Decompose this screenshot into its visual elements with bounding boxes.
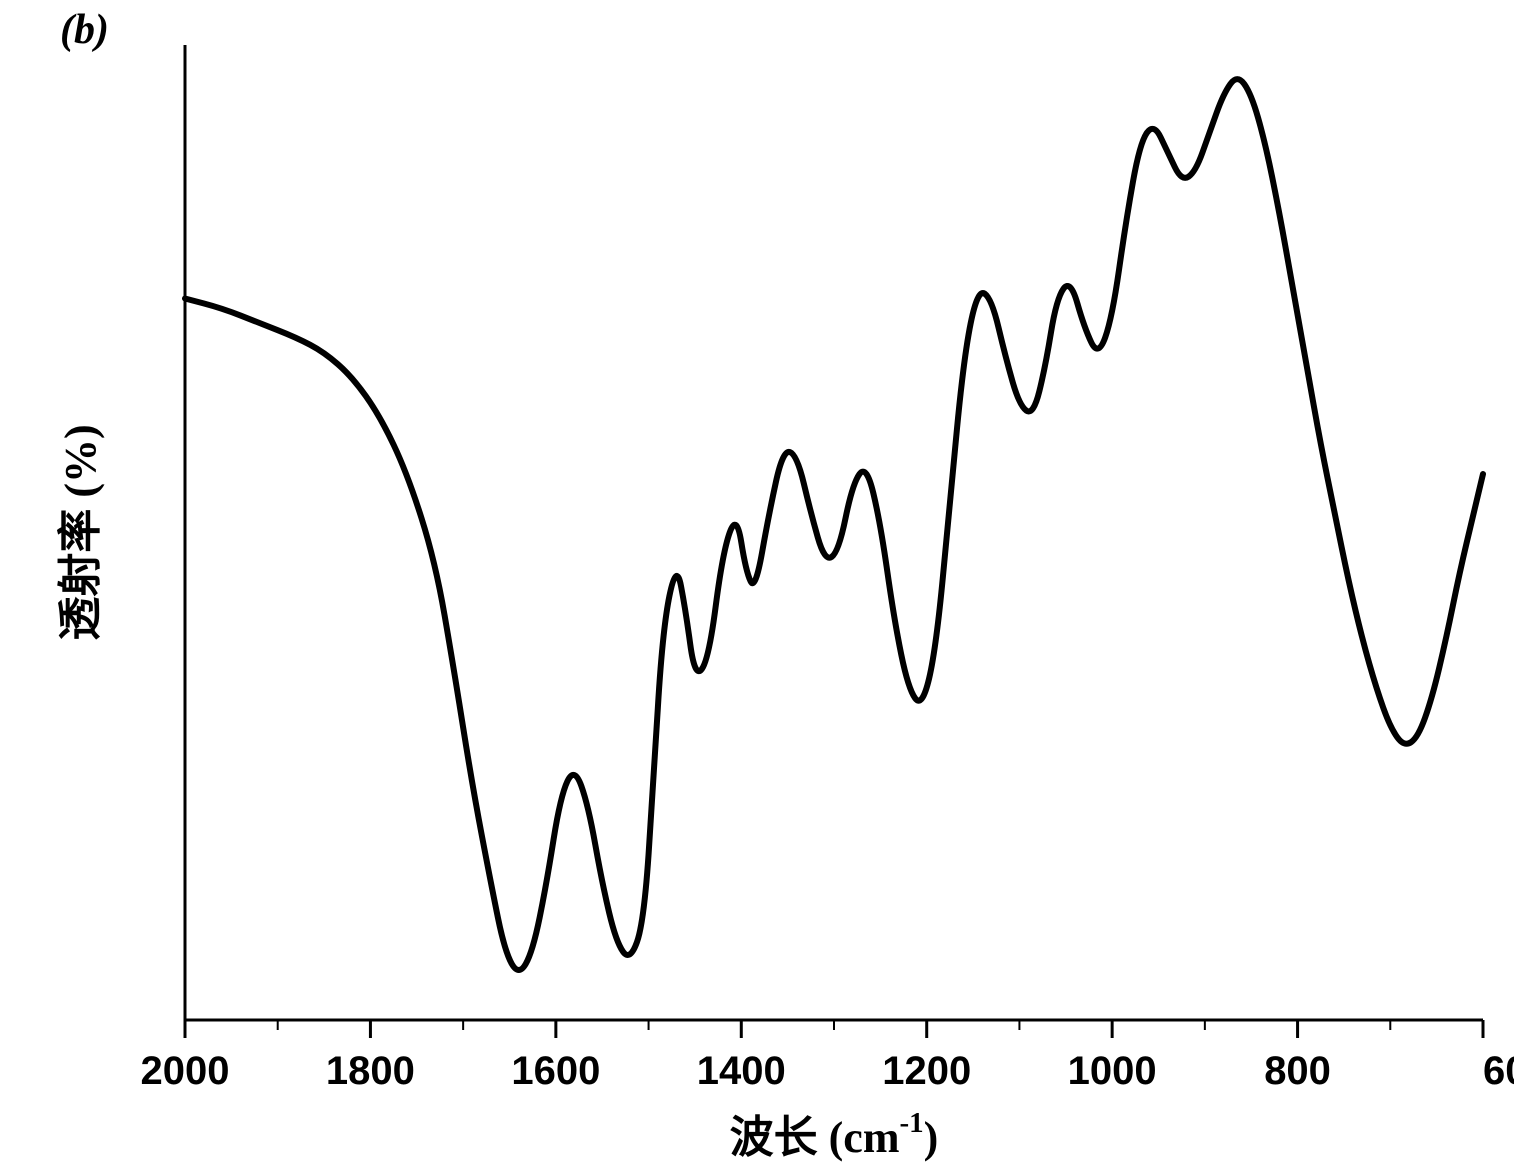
- x-tick-label: 1400: [697, 1049, 786, 1093]
- x-tick-label: 2000: [141, 1049, 230, 1093]
- x-ticks-group: [185, 1020, 1483, 1038]
- x-axis-title: 波长 (cm-1): [730, 1107, 939, 1162]
- x-tick-label-truncated: 60: [1483, 1049, 1514, 1093]
- y-axis-title: 透射率 (%): [56, 424, 105, 640]
- x-tick-label: 1200: [882, 1049, 971, 1093]
- spectrum-line: [185, 79, 1483, 970]
- x-tick-labels-group: 2000 1800 1600 1400 1200 1000 800 60: [141, 1049, 1514, 1093]
- x-tick-label: 1800: [326, 1049, 415, 1093]
- x-tick-label: 1000: [1068, 1049, 1157, 1093]
- x-tick-label: 1600: [511, 1049, 600, 1093]
- axes-group: 2000 1800 1600 1400 1200 1000 800 60: [141, 45, 1514, 1093]
- svg-text:波长 (cm-1): 波长 (cm-1): [730, 1107, 939, 1162]
- panel-label: (b): [60, 6, 109, 54]
- ir-spectrum-chart: 20001800160014001200100080060 波长 (cm-1) …: [0, 0, 1514, 1170]
- x-tick-label: 800: [1264, 1049, 1331, 1093]
